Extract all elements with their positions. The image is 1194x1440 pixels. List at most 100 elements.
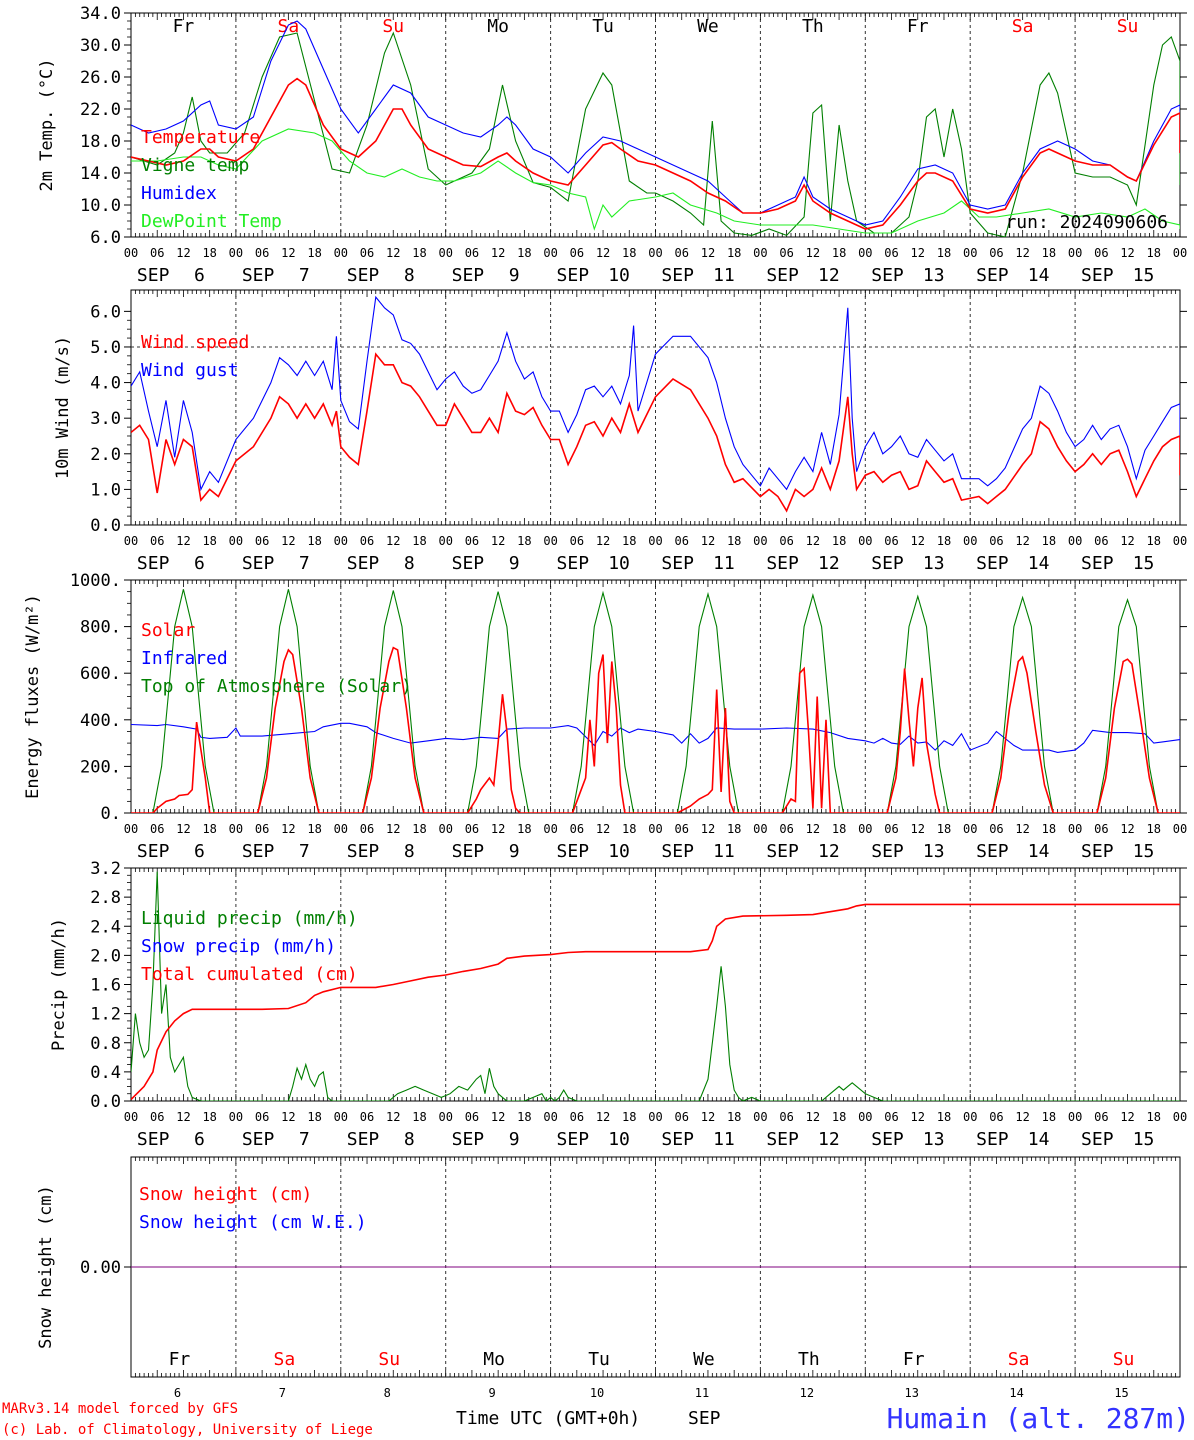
date-label: SEP 9 (452, 1129, 520, 1150)
y-tick-label: 1.6 (90, 976, 121, 996)
x-hour-label: 12 (911, 1110, 925, 1124)
x-hour-label: 00 (1173, 822, 1187, 836)
date-month: SEP (137, 265, 170, 286)
date-day: 7 (299, 265, 310, 286)
series-line-temperature (131, 77, 1180, 230)
x-hour-label: 18 (412, 246, 426, 260)
x-hour-label: 12 (386, 822, 400, 836)
date-day: 14 (1028, 265, 1050, 286)
x-hour-label: 12 (1015, 1110, 1029, 1124)
y-axis-title: Snow height (cm) (36, 1185, 56, 1349)
x-hour-label: 18 (307, 1110, 321, 1124)
date-day: 15 (1133, 265, 1155, 286)
y-tick-label: 6.0 (90, 228, 121, 248)
date-label: SEP 6 (137, 841, 205, 862)
date-day: 15 (1133, 553, 1155, 574)
x-hour-label: 12 (701, 1110, 715, 1124)
date-label: SEP 7 (242, 841, 310, 862)
x-hour-label: 12 (1015, 534, 1029, 548)
date-label: SEP 14 (976, 265, 1049, 286)
weekday-label: Mo (483, 1349, 505, 1370)
station-label: Humain (alt. 287m) (887, 1402, 1190, 1435)
x-hour-label: 00 (1173, 246, 1187, 260)
x-hour-label: 00 (438, 534, 452, 548)
date-month: SEP (242, 553, 275, 574)
legend-entry: Liquid precip (mm/h) (141, 908, 358, 929)
date-label: SEP 7 (242, 1129, 310, 1150)
y-axis-title: Energy fluxes (W/m²) (23, 594, 43, 799)
x-hour-label: 00 (648, 246, 662, 260)
series-line-wind-speed (131, 352, 1180, 513)
date-month: SEP (871, 841, 904, 862)
panels: 6.0 10.0 14.0 18.0 22.0 26.0 30.0 34.0 2m Temp. … (23, 4, 1187, 1400)
x-hour-label: 00 (229, 822, 243, 836)
series-line-humidex (131, 20, 1180, 226)
date-month: SEP (242, 1129, 275, 1150)
date-month: SEP (661, 841, 694, 862)
day-number-label: 8 (384, 1386, 391, 1400)
footer: MARv3.14 model forced by GFS (c) Lab. of… (2, 1401, 1190, 1438)
x-hour-label: 18 (202, 534, 216, 548)
date-day: 7 (299, 553, 310, 574)
x-hour-label: 12 (491, 1110, 505, 1124)
y-tick-label: 6.0 (90, 302, 121, 322)
weekday-label: Fr (903, 1349, 925, 1370)
date-month: SEP (137, 553, 170, 574)
date-day: 8 (404, 553, 415, 574)
x-hour-label: 00 (1068, 1110, 1082, 1124)
date-day: 12 (818, 1129, 840, 1150)
date-label: SEP 12 (766, 265, 839, 286)
x-hour-label: 18 (1042, 246, 1056, 260)
date-day: 9 (509, 265, 520, 286)
x-hour-label: 18 (1147, 534, 1161, 548)
x-hour-label: 06 (674, 822, 688, 836)
x-hour-label: 06 (884, 822, 898, 836)
x-hour-label: 12 (176, 534, 190, 548)
date-month: SEP (557, 553, 590, 574)
x-hour-label: 18 (622, 246, 636, 260)
x-hour-label: 18 (517, 822, 531, 836)
weekday-label: Su (382, 16, 404, 37)
date-day: 13 (923, 553, 945, 574)
x-hour-label: 06 (884, 246, 898, 260)
x-hour-label: 12 (911, 534, 925, 548)
date-label: SEP 15 (1081, 1129, 1154, 1150)
date-label: SEP 8 (347, 553, 415, 574)
day-number-label: 13 (905, 1386, 919, 1400)
date-month: SEP (976, 841, 1009, 862)
weekday-label: Th (798, 1349, 820, 1370)
weekday-label: Su (378, 1349, 400, 1370)
date-day: 11 (713, 265, 735, 286)
x-hour-label: 18 (307, 822, 321, 836)
x-hour-label: 06 (1094, 1110, 1108, 1124)
y-tick-label: 600. (80, 664, 121, 684)
x-hour-label: 12 (386, 246, 400, 260)
date-day: 12 (818, 553, 840, 574)
date-day: 7 (299, 1129, 310, 1150)
date-day: 12 (818, 265, 840, 286)
weekday-label: Tu (588, 1349, 610, 1370)
y-tick-label: 34.0 (80, 4, 121, 24)
date-label: SEP 7 (242, 265, 310, 286)
x-hour-label: 12 (806, 534, 820, 548)
day-number-label: 7 (279, 1386, 286, 1400)
x-hour-label: 18 (307, 246, 321, 260)
date-day: 9 (509, 1129, 520, 1150)
x-hour-label: 12 (281, 246, 295, 260)
date-label: SEP 9 (452, 553, 520, 574)
x-hour-label: 00 (963, 1110, 977, 1124)
x-hour-label: 18 (832, 534, 846, 548)
y-tick-label: 22.0 (80, 100, 121, 120)
x-hour-label: 06 (674, 1110, 688, 1124)
y-tick-label: 0.8 (90, 1034, 121, 1054)
x-hour-label: 12 (491, 534, 505, 548)
date-label: SEP 10 (557, 841, 630, 862)
date-month: SEP (1081, 553, 1114, 574)
y-tick-label: 2.0 (90, 445, 121, 465)
x-hour-label: 00 (334, 246, 348, 260)
date-day: 8 (404, 265, 415, 286)
series-line-dewpoint-temp (131, 128, 1180, 234)
date-month: SEP (452, 1129, 485, 1150)
x-hour-label: 00 (858, 822, 872, 836)
x-hour-label: 18 (727, 822, 741, 836)
